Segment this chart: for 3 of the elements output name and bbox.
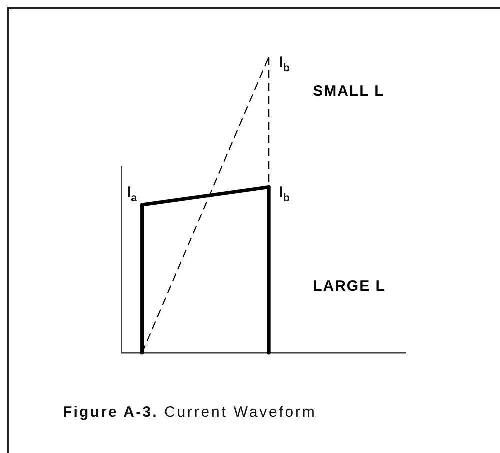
- text: SMALL L: [313, 83, 385, 100]
- text: Figure A-3. Current Waveform: [63, 404, 317, 421]
- text: LARGE L: [313, 278, 386, 295]
